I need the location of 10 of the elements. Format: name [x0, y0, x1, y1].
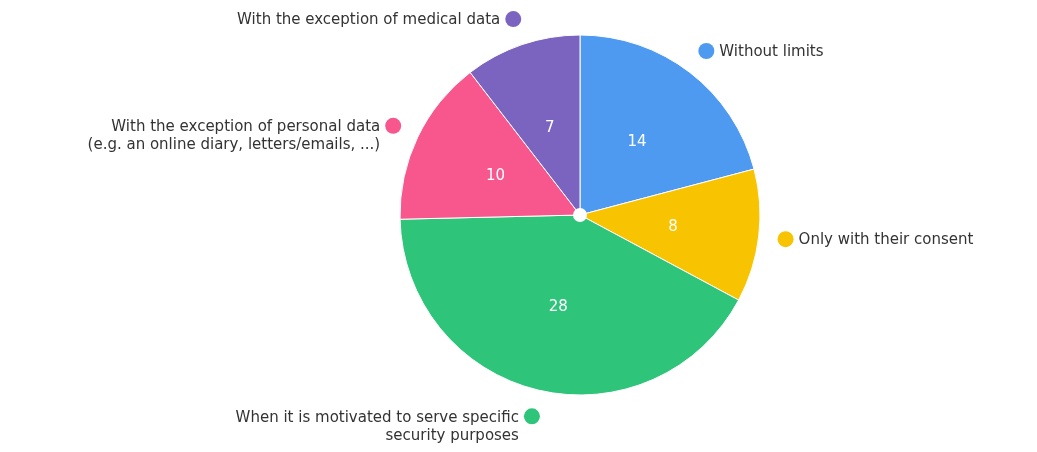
legend-label: When it is motivated to serve specific security purposes: [235, 407, 520, 444]
slice-label: Only with their consent: [798, 230, 974, 249]
data-label: 8: [668, 217, 678, 236]
legend-label: With the exception of medical data: [237, 10, 501, 29]
data-label: 7: [545, 117, 555, 136]
data-label: 10: [485, 165, 506, 184]
data-label: 28: [548, 297, 568, 316]
slice-label: Without limits: [719, 42, 824, 61]
legend-label: With the exception of personal data (e.g. an online diary, letters/emails, ...): [87, 117, 381, 154]
data-label: 14: [627, 132, 647, 151]
